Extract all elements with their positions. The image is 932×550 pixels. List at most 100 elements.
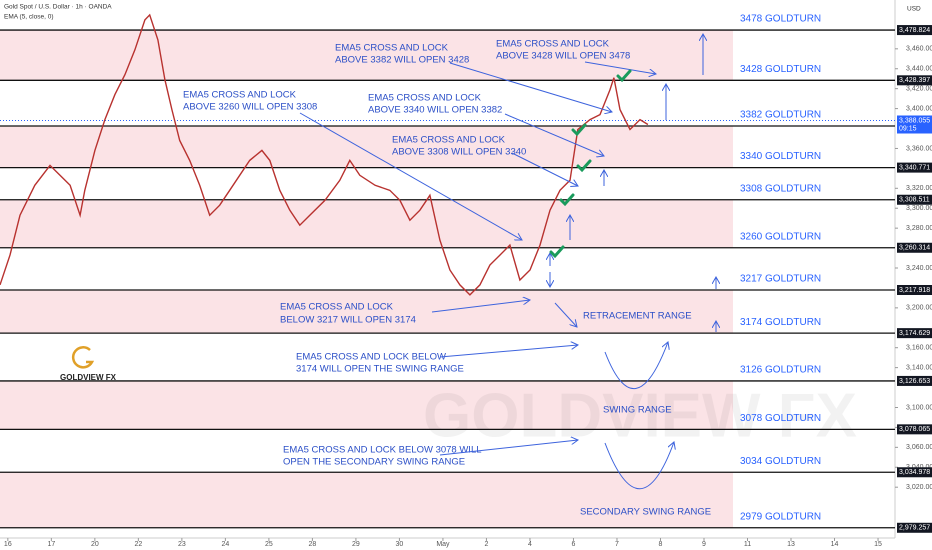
- y-tick-label: 3,420.000: [906, 86, 932, 93]
- level-tag-label: 2,979.257: [899, 525, 930, 532]
- goldturn-label: 3174 GOLDTURN: [740, 317, 821, 328]
- x-tick-label: 24: [221, 541, 229, 548]
- annotation: SECONDARY SWING RANGE: [580, 507, 711, 518]
- arrow: [431, 300, 530, 313]
- y-tick-label: 3,200.000: [906, 305, 932, 312]
- level-tag-label: 3,217.918: [899, 287, 930, 294]
- current-time-label: 09:15: [899, 125, 917, 132]
- arrow: [511, 152, 578, 186]
- zone-band: [0, 199, 733, 248]
- level-tag-label: 3,308.511: [899, 197, 930, 204]
- annotation: EMA5 CROSS AND LOCK: [335, 43, 449, 54]
- goldturn-label: 3217 GOLDTURN: [740, 274, 821, 285]
- current-price-label: 3,388.055: [899, 117, 930, 124]
- level-tag: [897, 375, 932, 386]
- annotation: EMA5 CROSS AND LOCK: [496, 39, 610, 50]
- goldturn-label: 3428 GOLDTURN: [740, 64, 821, 75]
- check: [559, 193, 575, 207]
- y-tick-label: 3,020.000: [906, 484, 932, 491]
- goldturn-label: 3126 GOLDTURN: [740, 365, 821, 376]
- currency: USD: [907, 6, 921, 13]
- level-tag-label: 3,174.629: [899, 330, 930, 337]
- annotation: OPEN THE SECONDARY SWING RANGE: [283, 457, 465, 468]
- arrow: [584, 61, 656, 74]
- arrow: [439, 440, 578, 456]
- zone-band: [0, 380, 733, 430]
- x-tick-label: 22: [134, 541, 142, 548]
- x-tick-label: 7: [615, 541, 619, 548]
- level-tag: [897, 467, 932, 478]
- x-tick-label: 17: [47, 541, 55, 548]
- swing-curve: [604, 442, 674, 490]
- check: [571, 123, 587, 137]
- y-tick-label: 3,280.000: [906, 225, 932, 232]
- annotation: SWING RANGE: [603, 405, 672, 416]
- y-tick-label: 3,300.000: [906, 205, 932, 212]
- x-tick-label: 20: [91, 541, 99, 548]
- logo-mark: [71, 346, 95, 369]
- zone-band: [0, 472, 733, 528]
- chart-title: Gold Spot / U.S. Dollar · 1h · OANDA: [4, 4, 112, 11]
- annotation: RETRACEMENT RANGE: [583, 311, 692, 322]
- x-tick-label: 4: [528, 541, 532, 548]
- level-tag: [897, 75, 932, 86]
- x-tick-label: 14: [831, 541, 839, 548]
- annotation: ABOVE 3340 WILL OPEN 3382: [368, 105, 502, 116]
- y-tick-label: 3,400.000: [906, 105, 932, 112]
- annotation: EMA5 CROSS AND LOCK: [183, 90, 297, 101]
- arrows: [299, 34, 716, 490]
- y-tick-label: 3,100.000: [906, 404, 932, 411]
- x-tick-label: 15: [874, 541, 882, 548]
- zone-band: [0, 333, 733, 381]
- y-tick-label: 3,460.000: [906, 46, 932, 53]
- y-tick-label: 3,440.000: [906, 66, 932, 73]
- zone-band: [0, 167, 733, 200]
- check: [576, 159, 592, 173]
- check: [549, 245, 565, 259]
- level-tag: [897, 25, 932, 36]
- x-tick-label: 2: [484, 541, 488, 548]
- plot: 3478 GOLDTURN 3428 GOLDTURN 3382 GOLDTURN 3…: [0, 13, 895, 529]
- goldturn-label: 3340 GOLDTURN: [740, 151, 821, 162]
- goldturn-label: 3308 GOLDTURN: [740, 183, 821, 194]
- annotation: EMA5 CROSS AND LOCK: [280, 302, 394, 313]
- x-tick-label: 28: [309, 541, 317, 548]
- x-tick-label: 29: [352, 541, 360, 548]
- level-tag-label: 3,078.065: [899, 426, 930, 433]
- level-tag: [897, 522, 932, 533]
- level-tag: [897, 242, 932, 253]
- zone-band: [0, 30, 733, 81]
- arrow: [449, 62, 612, 112]
- logo-text: GOLDVIEW FX: [60, 373, 117, 382]
- x-tick-label: 11: [744, 541, 751, 548]
- level-tag-label: 3,126.653: [899, 378, 930, 385]
- goldturn-label: 3034 GOLDTURN: [740, 456, 821, 467]
- x-tick-label: 30: [396, 541, 404, 548]
- swing-curve: [604, 342, 668, 389]
- arrow: [439, 345, 578, 358]
- zone-band: [0, 126, 733, 168]
- logo: GOLDVIEW FX: [60, 346, 117, 382]
- level-tag-label: 3,340.771: [899, 164, 930, 171]
- watermark: GOLDVIEW FX: [423, 381, 857, 450]
- arrow: [554, 302, 577, 327]
- level-tag: [897, 328, 932, 339]
- annotations: EMA5 CROSS AND LOCK ABOVE 3382 WILL OPEN…: [183, 39, 711, 518]
- annotation: ABOVE 3260 WILL OPEN 3308: [183, 102, 317, 113]
- arrow: [299, 112, 522, 240]
- current-price-tag: [897, 115, 932, 134]
- goldturn-label: 2979 GOLDTURN: [740, 511, 821, 522]
- annotation: EMA5 CROSS AND LOCK BELOW 3078 WILL: [283, 445, 482, 456]
- x-tick-label: 13: [787, 541, 795, 548]
- level-tag: [897, 285, 932, 296]
- level-tag: [897, 194, 932, 205]
- annotation: EMA5 CROSS AND LOCK: [368, 93, 482, 104]
- y-tick-label: 3,140.000: [906, 364, 932, 371]
- zone-band: [0, 290, 733, 334]
- goldturn-label: 3382 GOLDTURN: [740, 110, 821, 121]
- annotation: ABOVE 3308 WILL OPEN 3340: [392, 147, 526, 158]
- level-tag-label: 3,034.978: [899, 469, 930, 476]
- y-tick-label: 3,240.000: [906, 265, 932, 272]
- annotation: EMA5 CROSS AND LOCK: [392, 135, 506, 146]
